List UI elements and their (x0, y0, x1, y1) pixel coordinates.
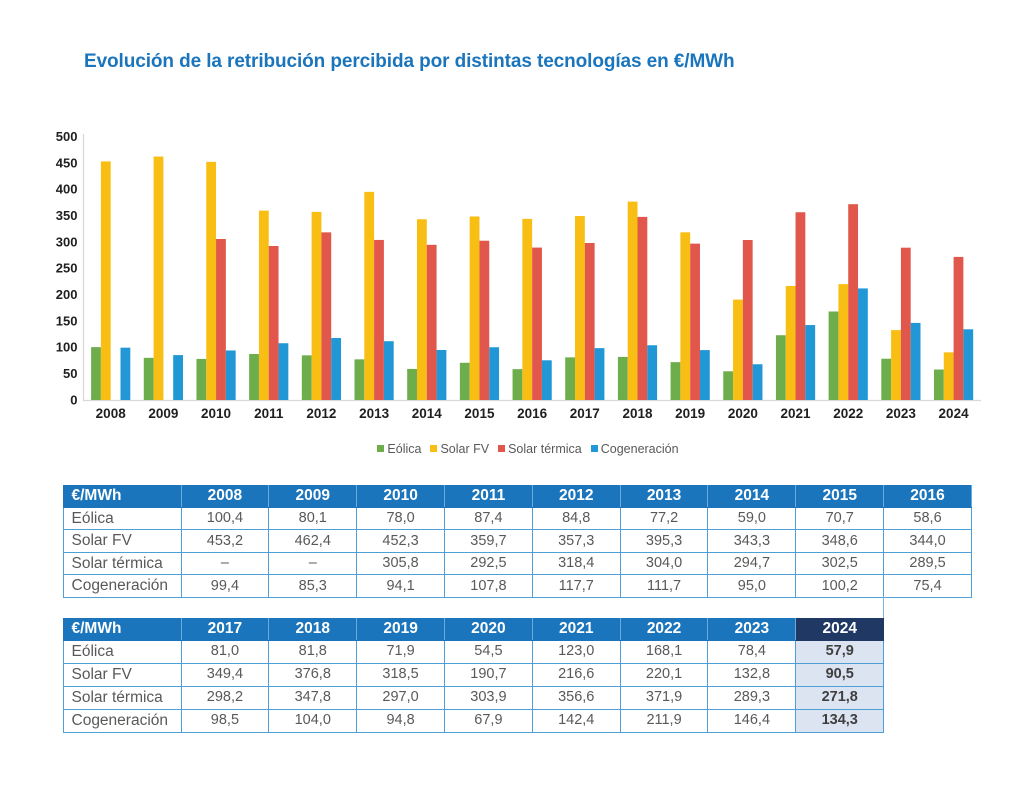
svg-text:2008: 2008 (96, 406, 127, 421)
svg-text:2021: 2021 (781, 406, 812, 421)
svg-text:2015: 2015 (464, 406, 495, 421)
svg-text:400: 400 (56, 182, 78, 197)
svg-text:2018: 2018 (622, 406, 653, 421)
svg-text:50: 50 (63, 366, 77, 381)
svg-text:450: 450 (56, 155, 78, 170)
svg-text:350: 350 (56, 208, 78, 223)
svg-text:0: 0 (70, 392, 77, 407)
svg-text:100: 100 (56, 340, 78, 355)
svg-text:2020: 2020 (728, 406, 758, 421)
svg-text:200: 200 (56, 287, 78, 302)
svg-text:2014: 2014 (412, 406, 443, 421)
svg-text:300: 300 (56, 234, 78, 249)
svg-text:500: 500 (56, 129, 78, 144)
svg-text:2012: 2012 (306, 406, 336, 421)
svg-text:2016: 2016 (517, 406, 548, 421)
svg-text:2010: 2010 (201, 406, 231, 421)
svg-text:2011: 2011 (254, 406, 284, 421)
svg-text:2023: 2023 (886, 406, 917, 421)
svg-text:2019: 2019 (675, 406, 705, 421)
svg-text:2022: 2022 (833, 406, 863, 421)
svg-text:2024: 2024 (939, 406, 970, 421)
svg-text:2009: 2009 (148, 406, 178, 421)
svg-text:2013: 2013 (359, 406, 390, 421)
svg-text:150: 150 (56, 313, 78, 328)
svg-text:2017: 2017 (570, 406, 600, 421)
svg-text:250: 250 (56, 261, 78, 276)
